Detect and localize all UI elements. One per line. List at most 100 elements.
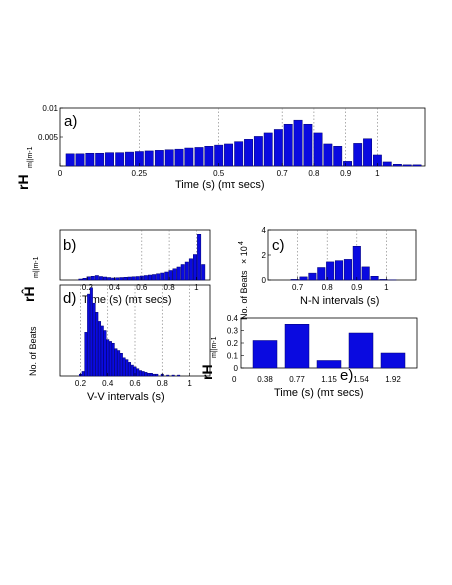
- panel-c-ylabel-exp: × 10: [239, 246, 249, 264]
- panel-a-bar: [85, 152, 95, 167]
- panel-e-bar: [284, 324, 310, 369]
- panel-e-ytick-label: 0: [234, 364, 239, 373]
- panel-c-bar: [335, 260, 344, 281]
- panel-a-bar: [204, 146, 214, 167]
- panel-c-bar: [317, 267, 326, 281]
- panel-b-bar: [94, 275, 99, 281]
- panel-a-bar: [392, 164, 402, 167]
- panel-d-xtick-label: 0.6: [129, 379, 141, 388]
- panel-d-label: d): [63, 290, 76, 307]
- panel-b-bar: [152, 274, 157, 281]
- panel-a-bar: [105, 152, 114, 167]
- panel-c-bar: [361, 266, 370, 281]
- panel-b-bar: [148, 274, 152, 281]
- panel-d-bar: [141, 371, 145, 377]
- panel-d-bar: [138, 370, 142, 377]
- panel-c-xtick-label: 0.7: [292, 283, 304, 292]
- panel-d-bar: [89, 287, 93, 377]
- panel-c-xtick-label: 0.9: [351, 283, 363, 292]
- panel-c-ytick-label: 4: [262, 226, 267, 235]
- panel-b-bar: [119, 277, 124, 281]
- panel-d-ylabel: No. of Beats: [28, 326, 38, 376]
- panel-a-bar: [313, 132, 323, 167]
- panel-b-bar: [143, 275, 148, 281]
- panel-e-xtick-label: 1.15: [321, 375, 337, 384]
- panel-b-bar: [180, 264, 185, 281]
- panel-b-bar: [111, 277, 116, 281]
- panel-d-bar: [130, 364, 134, 377]
- panel-b-bar: [123, 277, 128, 281]
- panel-e-bar: [316, 360, 342, 369]
- panel-c-ytick-label: 2: [262, 251, 267, 260]
- panel-b-bar: [107, 277, 112, 281]
- panel-b-ylabel-sub: m||m-1: [33, 256, 40, 278]
- panel-d: 0.2 0.4 0.6 0.8 1 d) V-V intervals (s) No. o…: [28, 284, 211, 403]
- panel-d-xtick-label: 0.8: [157, 379, 169, 388]
- panel-e-x-origin-label: 0: [232, 375, 237, 384]
- panel-d-bar: [92, 302, 96, 377]
- panel-d-xlabel: V-V intervals (s): [87, 391, 165, 403]
- panel-e-label: e): [340, 367, 353, 384]
- panel-d-xtick-label: 1: [187, 379, 192, 388]
- panel-d-bar: [128, 362, 132, 377]
- panel-b-bar: [164, 271, 169, 281]
- panel-c-xtick-label: 0.8: [322, 283, 334, 292]
- panel-a-bar: [224, 143, 233, 167]
- panel-a-bar: [144, 150, 154, 167]
- panel-b-bar: [188, 258, 193, 281]
- panel-b-bar: [131, 276, 136, 281]
- panel-a-xtick-label: 0: [58, 169, 63, 178]
- panel-b-bar: [98, 276, 103, 281]
- panel-a-bar: [184, 147, 194, 167]
- panel-a-bar: [154, 150, 164, 167]
- panel-b-bar: [82, 278, 87, 281]
- panel-b-xtick-label: 0.4: [109, 283, 121, 292]
- panel-c-xlabel: N-N intervals (s): [300, 295, 379, 307]
- panel-b-bar: [86, 276, 91, 281]
- panel-c-bar: [370, 276, 379, 281]
- panel-a-bar: [174, 148, 184, 167]
- panel-a-xtick-label: 1: [375, 169, 380, 178]
- panel-c-bar: [308, 272, 317, 281]
- panel-e-bar: [348, 332, 374, 369]
- panel-a-xtick-label: 0.7: [277, 169, 289, 178]
- panel-d-xtick-label: 0.4: [102, 379, 114, 388]
- panel-b-xtick-label: 0.8: [164, 283, 176, 292]
- panel-d-bar: [95, 312, 99, 377]
- panel-b-bar: [197, 234, 202, 281]
- panel-a-bar: [164, 149, 174, 167]
- panel-b-bar: [201, 264, 206, 281]
- panel-a-bar: [263, 132, 273, 167]
- panel-b-label: b): [63, 237, 76, 254]
- panel-e-ylabel: rH: [199, 364, 215, 380]
- panel-d-bar: [177, 374, 181, 377]
- panel-a-bar: [273, 129, 283, 167]
- panel-b-xlabel: Time (s) (mτ secs): [82, 294, 171, 306]
- panel-d-bar: [106, 339, 110, 377]
- panel-a-bar: [194, 147, 204, 167]
- panel-d-bar: [117, 350, 121, 377]
- panel-a-bar: [343, 161, 352, 167]
- panel-d-bar: [111, 342, 115, 377]
- panel-c-bar: [343, 259, 352, 281]
- panel-a-xtick-label: 0.9: [340, 169, 352, 178]
- panel-d-bar: [171, 374, 175, 377]
- panel-a-bar: [333, 146, 343, 167]
- panel-d-bar: [149, 373, 153, 377]
- panel-b-xtick-label: 0.2: [82, 283, 94, 292]
- panel-b-bar: [176, 266, 181, 281]
- panel-d-bar: [108, 341, 112, 377]
- panel-d-bar: [152, 373, 156, 377]
- panel-a-bar: [382, 161, 392, 167]
- panel-a-xlabel: Time (s) (mτ secs): [175, 179, 264, 191]
- panel-d-bar: [87, 293, 91, 377]
- panel-e-ylabel-sub: m||m-1: [211, 336, 218, 358]
- panel-a-bar: [65, 153, 75, 167]
- panel-e-ytick-label: 0.3: [227, 327, 239, 336]
- panel-a-bar: [75, 153, 85, 167]
- panel-a: 0 0.25 0.5 0.7 0.8 0.9 1 0.005 0.01 a) Time (s)…: [15, 104, 426, 191]
- panel-e-ytick-label: 0.4: [227, 314, 239, 323]
- panel-a-bar: [402, 164, 412, 167]
- panel-a-bar: [95, 152, 105, 167]
- panel-a-xtick-label: 0.25: [132, 169, 148, 178]
